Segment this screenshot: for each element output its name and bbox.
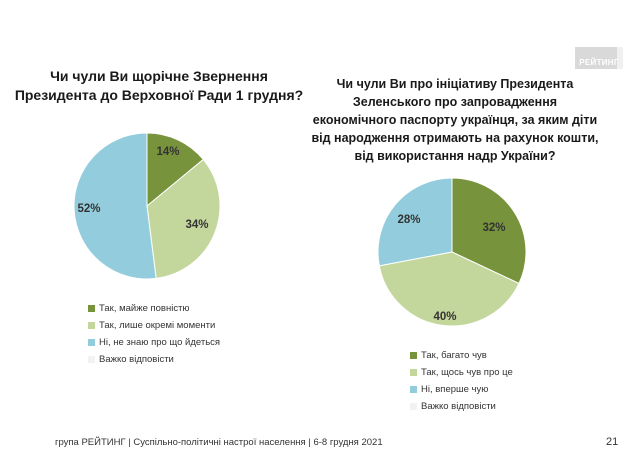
slice-data-label: 32%	[482, 222, 505, 234]
chart-2-title-line: Чи чули Ви про ініціативу Президента	[336, 77, 574, 91]
slice-data-label: 34%	[185, 219, 208, 231]
legend-label: Так, щось чув про це	[421, 367, 513, 378]
legend-item: Ні, не знаю про що йдеться	[88, 334, 220, 351]
legend-item: Так, щось чув про це	[410, 364, 513, 381]
legend-item: Так, майже повністю	[88, 300, 220, 317]
chart-1-legend: Так, майже повністю Так, лише окремі моме…	[88, 300, 220, 368]
legend-label: Важко відповісти	[421, 401, 496, 412]
chart-1-title-line: Президента до Верховної Ради 1 грудня?	[14, 87, 304, 103]
logo-stripe	[617, 47, 623, 69]
pie-slice	[146, 132, 204, 208]
legend-swatch	[88, 305, 95, 312]
slice-data-label: 52%	[77, 203, 100, 215]
brand-logo: РЕЙТИНГ	[575, 47, 623, 69]
legend-item: Ні, вперше чую	[410, 381, 513, 398]
legend-label: Ні, не знаю про що йдеться	[99, 337, 221, 348]
chart-2-title-line: від народження отримають на рахунок кошт…	[311, 131, 599, 145]
page-number: 21	[606, 436, 619, 448]
slice-data-label: 14%	[156, 146, 179, 158]
footer-text: група РЕЙТИНГ | Суспільно-політичні наст…	[55, 437, 383, 448]
legend-swatch	[88, 356, 95, 363]
legend-item: Так, багато чув	[410, 347, 513, 364]
legend-label: Важко відповісти	[99, 354, 174, 365]
legend-label: Так, майже повністю	[99, 303, 190, 314]
legend-label: Так, багато чув	[421, 350, 487, 361]
legend-swatch	[88, 322, 95, 329]
chart-2-title: Чи чули Ви про ініціативу Президента Зел…	[300, 75, 610, 165]
legend-label: Ні, вперше чую	[421, 384, 489, 395]
legend-item: Важко відповісти	[88, 351, 220, 368]
logo-text: РЕЙТИНГ	[579, 58, 619, 67]
pie-slice	[73, 132, 157, 280]
chart-1-title-line: Чи чули Ви щорічне Звернення	[50, 68, 268, 84]
legend-label: Так, лише окремі моменти	[99, 320, 216, 331]
legend-swatch	[410, 386, 417, 393]
slice-data-label: 28%	[397, 214, 420, 226]
slice-data-label: 40%	[433, 311, 456, 323]
legend-swatch	[88, 339, 95, 346]
chart-1-title: Чи чули Ви щорічне Звернення Президента …	[4, 67, 314, 105]
legend-swatch	[410, 352, 417, 359]
chart-2-legend: Так, багато чув Так, щось чув про це Ні, в…	[410, 347, 513, 415]
chart-2-title-line: Зеленського про запровадження	[352, 95, 558, 109]
legend-item: Так, лише окремі моменти	[88, 317, 220, 334]
chart-2-title-line: економічного паспорту українця, за яким …	[312, 113, 598, 127]
chart-2-title-line: від використання надр України?	[354, 149, 556, 163]
pie-slice	[451, 177, 527, 285]
pie-slice	[377, 177, 453, 267]
pie-slice	[146, 158, 221, 279]
legend-swatch	[410, 369, 417, 376]
pie-slice	[378, 251, 520, 327]
legend-item: Важко відповісти	[410, 398, 513, 415]
legend-swatch	[410, 403, 417, 410]
